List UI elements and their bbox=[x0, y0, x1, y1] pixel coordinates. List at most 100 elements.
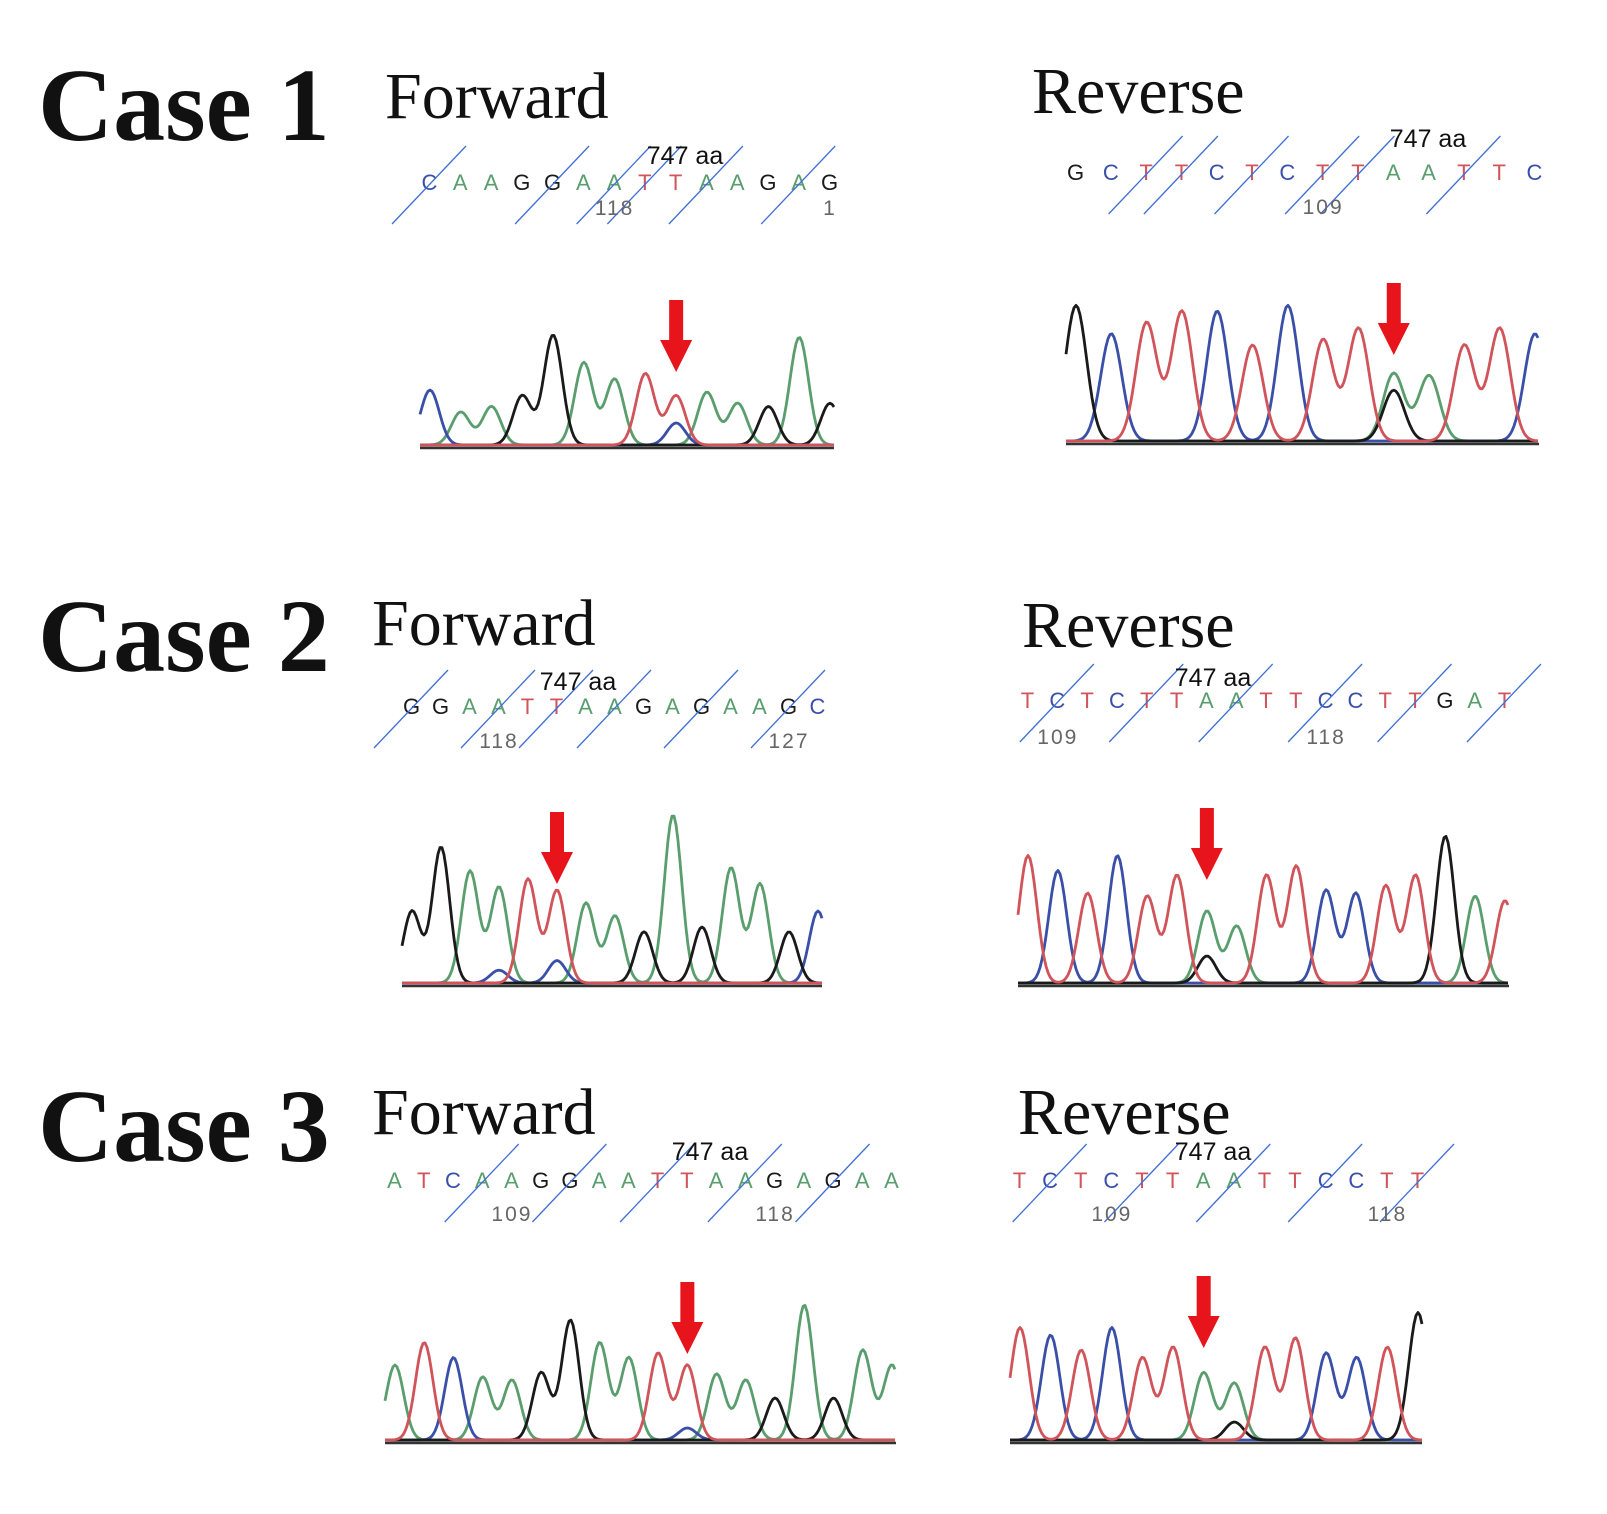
base-letter: C bbox=[1279, 160, 1296, 185]
mutation-arrow-icon bbox=[660, 300, 693, 372]
mutation-position-label: 747 aa bbox=[672, 1138, 749, 1166]
base-letter: T bbox=[1380, 1168, 1394, 1193]
case-2-reverse-title: Reverse bbox=[1022, 589, 1235, 662]
slash-mark bbox=[514, 145, 590, 225]
base-letter: T bbox=[638, 170, 652, 195]
base-letter: T bbox=[1316, 160, 1330, 185]
case-1-reverse-title: Reverse bbox=[1032, 55, 1245, 128]
slash-mark bbox=[1214, 135, 1290, 215]
trace-g bbox=[1064, 303, 1538, 443]
base-letter: C bbox=[1318, 688, 1335, 713]
trace-t bbox=[420, 371, 834, 447]
base-letter: A bbox=[730, 170, 746, 195]
base-letter: A bbox=[884, 1168, 900, 1193]
trace-t bbox=[1066, 309, 1539, 443]
base-letter: C bbox=[445, 1168, 462, 1193]
trace-a bbox=[383, 1304, 897, 1442]
slash-mark bbox=[1103, 1143, 1179, 1223]
slash-mark bbox=[1377, 663, 1453, 743]
base-letter: A bbox=[699, 170, 715, 195]
slash-mark bbox=[750, 669, 826, 749]
base-letter: G bbox=[513, 170, 531, 195]
slash-mark bbox=[531, 1143, 607, 1223]
base-letter: G bbox=[1067, 160, 1085, 185]
base-letter: C bbox=[1347, 688, 1364, 713]
base-letter: C bbox=[1049, 688, 1066, 713]
base-letter: T bbox=[1140, 688, 1154, 713]
base-letter: T bbox=[1258, 1168, 1272, 1193]
base-letter: T bbox=[1139, 160, 1153, 185]
slash-mark bbox=[1284, 135, 1360, 215]
trace-g bbox=[400, 846, 823, 985]
base-letter: A bbox=[796, 1168, 812, 1193]
case-1-title: Case 1 bbox=[38, 48, 330, 163]
case-3-title: Case 3 bbox=[38, 1069, 330, 1184]
base-letter: T bbox=[1170, 688, 1184, 713]
slash-mark bbox=[1287, 1143, 1363, 1223]
position-number: 1 bbox=[823, 197, 837, 220]
slash-mark bbox=[460, 669, 536, 749]
base-letter: C bbox=[1109, 688, 1126, 713]
slash-mark bbox=[606, 145, 682, 225]
base-letter: A bbox=[1196, 1168, 1212, 1193]
base-letter: T bbox=[1175, 160, 1189, 185]
base-letter: A bbox=[1421, 160, 1437, 185]
base-letter: A bbox=[1467, 688, 1483, 713]
base-letter: T bbox=[1013, 1168, 1027, 1193]
base-letter: C bbox=[1209, 160, 1226, 185]
slash-mark bbox=[760, 145, 836, 225]
slash-mark bbox=[373, 669, 449, 749]
base-letter: C bbox=[422, 170, 439, 195]
base-letter: T bbox=[1408, 688, 1422, 713]
base-letter: T bbox=[521, 694, 535, 719]
slash-mark bbox=[1425, 135, 1501, 215]
position-number: 127 bbox=[768, 730, 809, 753]
base-letter: T bbox=[1289, 688, 1303, 713]
slash-mark bbox=[1019, 663, 1095, 743]
mutation-arrow-icon bbox=[671, 1282, 704, 1354]
base-letter: C bbox=[1527, 160, 1544, 185]
position-number: 109 bbox=[1303, 196, 1344, 219]
mutation-position-label: 747 aa bbox=[1175, 1138, 1252, 1166]
base-letter: C bbox=[1103, 160, 1120, 185]
mutation-arrow-icon bbox=[1377, 283, 1410, 355]
base-letter: A bbox=[621, 1168, 637, 1193]
base-letter: G bbox=[532, 1168, 550, 1193]
trace-t bbox=[402, 877, 822, 985]
base-letter: A bbox=[738, 1168, 754, 1193]
mutation-position-label: 747 aa bbox=[1390, 125, 1467, 153]
trace-g bbox=[1018, 835, 1508, 985]
base-letter: C bbox=[810, 694, 827, 719]
slash-mark bbox=[1195, 1143, 1271, 1223]
slash-mark bbox=[1466, 663, 1542, 743]
base-letter: G bbox=[1436, 688, 1454, 713]
slash-mark bbox=[576, 145, 652, 225]
base-letter: T bbox=[651, 1168, 665, 1193]
base-letter: T bbox=[1135, 1168, 1149, 1193]
mutation-arrow-icon bbox=[1190, 808, 1223, 880]
slash-mark bbox=[1319, 135, 1395, 215]
base-letter: C bbox=[1348, 1168, 1365, 1193]
base-letter: T bbox=[1074, 1168, 1088, 1193]
base-letter: A bbox=[723, 694, 739, 719]
slash-mark bbox=[663, 669, 739, 749]
base-letter: T bbox=[1259, 688, 1273, 713]
slash-mark bbox=[518, 669, 594, 749]
base-letter: A bbox=[491, 694, 507, 719]
slash-mark bbox=[1198, 663, 1274, 743]
slash-mark bbox=[1108, 135, 1184, 215]
case-3-reverse-title: Reverse bbox=[1018, 1076, 1231, 1149]
base-letter: A bbox=[462, 694, 478, 719]
trace-a bbox=[402, 814, 822, 985]
slash-mark bbox=[795, 1143, 871, 1223]
slash-mark bbox=[619, 1143, 695, 1223]
case-2-title: Case 2 bbox=[38, 579, 330, 694]
base-letter: T bbox=[1498, 688, 1512, 713]
mutation-position-label: 747 aa bbox=[647, 142, 724, 170]
